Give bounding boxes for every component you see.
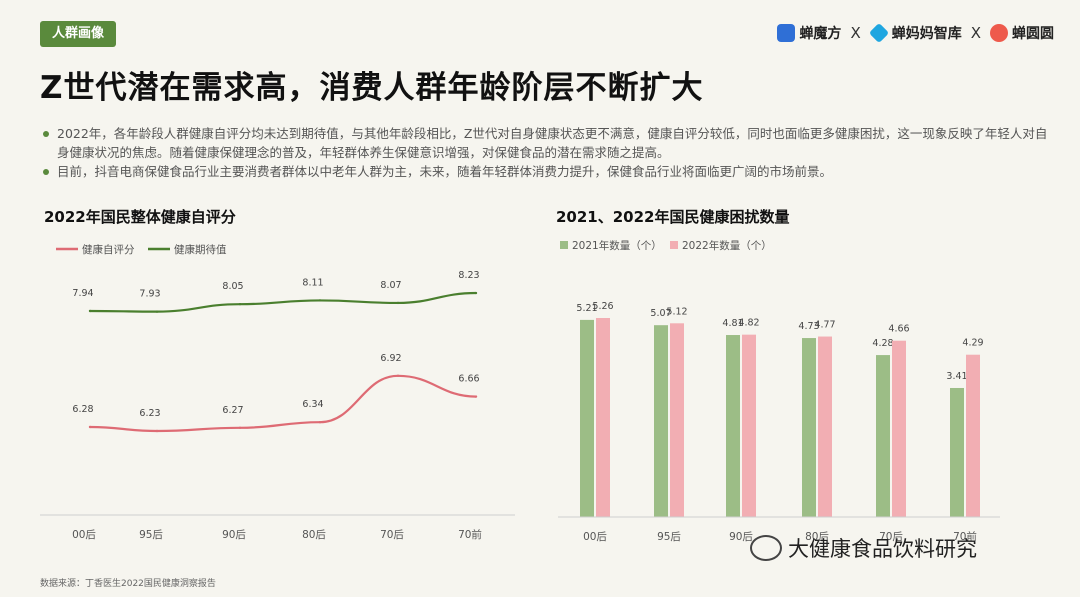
brand-bar: 蝉魔方 X 蝉妈妈智库 X 蝉圆圆 (777, 20, 1054, 46)
bar (654, 325, 668, 517)
data-point (238, 426, 242, 429)
bar (966, 354, 980, 517)
x-tick-label: 80后 (805, 531, 829, 543)
data-point (474, 291, 478, 295)
brand-separator: X (970, 24, 981, 42)
brand-name: 蝉魔方 (799, 26, 842, 42)
brand-chanmama: 蝉妈妈智库 (868, 22, 962, 44)
data-point (396, 301, 400, 305)
data-label: 7.94 (72, 288, 93, 299)
data-label: 6.23 (139, 408, 160, 419)
x-tick-label: 90后 (222, 529, 246, 541)
wechat-icon (750, 535, 782, 561)
bar (742, 334, 756, 517)
watermark: 大健康食品饮料研究 (750, 533, 977, 563)
cube-logo-icon (777, 24, 796, 42)
data-label: 8.11 (302, 277, 323, 288)
data-point (155, 429, 159, 433)
legend-label: 健康期待值 (174, 243, 227, 256)
bar-value-label: 4.77 (814, 320, 835, 331)
x-tick-label: 00后 (72, 529, 96, 541)
page-title: Z世代潜在需求高，消费人群年龄阶层不断扩大 (40, 70, 704, 106)
data-point (474, 395, 478, 398)
bullet-item: 2022年，各年龄段人群健康自评分均未达到期待值，与其他年龄段相比，Z世代对自身… (40, 124, 1050, 162)
bar (670, 323, 684, 517)
data-label: 6.66 (458, 374, 479, 385)
bar-value-label: 4.73 (798, 321, 819, 332)
x-tick-label: 70前 (458, 528, 482, 541)
watermark-text: 大健康食品饮料研究 (788, 537, 977, 561)
data-label: 7.93 (139, 289, 160, 300)
legend-label: 健康自评分 (82, 243, 135, 256)
bar-value-label: 5.12 (666, 306, 687, 317)
brand-chanmofang: 蝉魔方 (777, 23, 841, 43)
data-label: 6.34 (302, 399, 323, 410)
data-point (88, 425, 92, 429)
bar (950, 387, 964, 517)
series-line (89, 291, 477, 313)
data-point (318, 421, 322, 424)
data-point (238, 302, 242, 306)
bar (596, 318, 610, 517)
section-tag: 人群画像 (40, 21, 117, 47)
bar-value-label: 5.07 (650, 308, 671, 319)
x-tick-label: 95后 (657, 531, 681, 543)
line-chart-title: 2022年国民整体健康自评分 (44, 208, 236, 226)
bar (892, 340, 906, 517)
bar-value-label: 3.41 (946, 371, 967, 382)
data-label: 6.92 (380, 353, 401, 364)
x-tick-label: 90后 (729, 531, 753, 543)
data-label: 8.07 (380, 280, 401, 291)
bar (818, 336, 832, 517)
x-tick-label: 70前 (953, 530, 977, 543)
bar-value-label: 5.26 (592, 301, 613, 312)
legend-swatch (560, 241, 568, 249)
bar-chart-title: 2021、2022年国民健康困扰数量 (556, 208, 790, 226)
legend-label: 2022年数量（个） (682, 239, 772, 252)
x-tick-label: 70后 (879, 531, 903, 543)
circle-logo-icon (990, 24, 1008, 42)
data-point (88, 309, 92, 313)
bar (580, 319, 594, 517)
data-point (396, 374, 400, 377)
bar-value-label: 4.66 (888, 324, 909, 335)
bar-value-label: 4.81 (722, 318, 743, 329)
bar-value-label: 4.29 (962, 338, 983, 349)
x-tick-label: 95后 (139, 529, 163, 541)
x-tick-label: 00后 (583, 531, 607, 543)
bar-value-label: 4.82 (738, 318, 759, 329)
bar (726, 335, 740, 517)
bar (876, 355, 890, 517)
bar-value-label: 5.21 (576, 303, 597, 314)
x-tick-label: 80后 (302, 529, 326, 541)
legend-label: 2021年数量（个） (572, 239, 662, 252)
x-tick-label: 70后 (380, 529, 404, 541)
data-label: 8.05 (222, 281, 243, 292)
data-source: 数据来源：丁香医生2022国民健康洞察报告 (40, 579, 216, 589)
data-point (155, 310, 159, 313)
data-point (318, 299, 322, 302)
brand-name: 蝉妈妈智库 (891, 26, 962, 42)
brand-separator: X (850, 24, 861, 42)
data-label: 6.28 (72, 404, 93, 415)
brand-name: 蝉圆圆 (1012, 26, 1054, 42)
series-line (89, 374, 477, 433)
bar (802, 338, 816, 517)
bullet-list: 2022年，各年龄段人群健康自评分均未达到期待值，与其他年龄段相比，Z世代对自身… (40, 124, 1050, 181)
legend-swatch (670, 241, 678, 249)
bullet-item: 目前，抖音电商保健食品行业主要消费者群体以中老年人群为主，未来，随着年轻群体消费… (40, 162, 1050, 181)
bar-value-label: 4.28 (872, 338, 893, 349)
data-label: 8.23 (458, 270, 479, 281)
data-label: 6.27 (222, 405, 243, 416)
brand-chanyuanyuan: 蝉圆圆 (990, 23, 1054, 43)
